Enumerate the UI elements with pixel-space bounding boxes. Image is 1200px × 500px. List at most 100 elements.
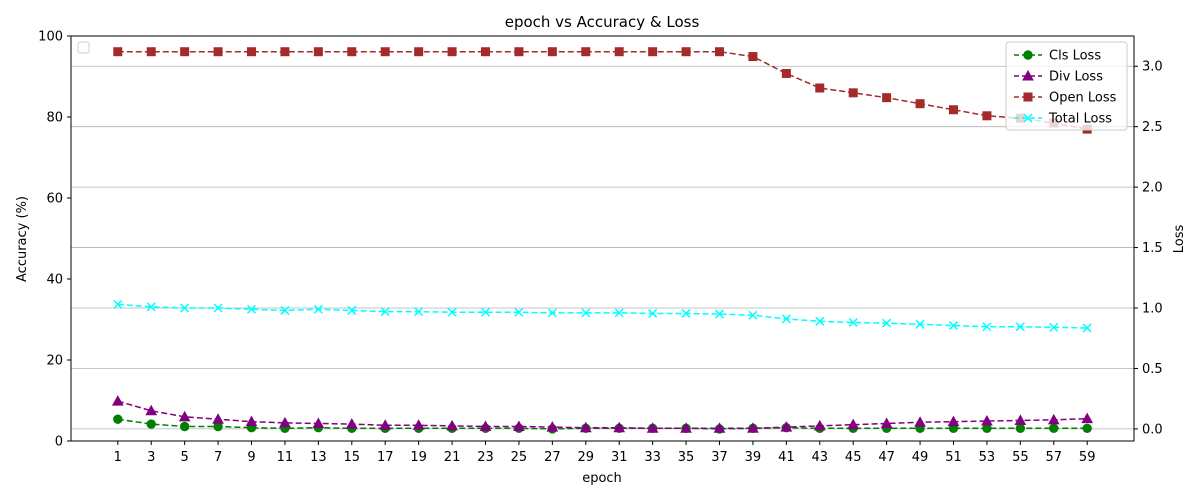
left-y-tick-label: 80 xyxy=(46,111,63,126)
legend-box xyxy=(1005,41,1128,131)
right-y-tick-label: 0.0 xyxy=(1142,422,1163,437)
data-point-total-loss xyxy=(380,307,390,317)
data-point-total-loss xyxy=(313,304,323,314)
data-point-total-loss xyxy=(547,308,557,318)
data-point-open-loss xyxy=(313,47,323,57)
data-point-open-loss xyxy=(882,93,892,103)
right-y-tick-label: 1.5 xyxy=(1142,241,1163,256)
data-point-div-loss xyxy=(880,417,893,428)
data-point-open-loss xyxy=(514,47,524,57)
legend-marker xyxy=(1023,92,1033,102)
data-point-open-loss xyxy=(247,47,257,57)
data-point-cls-loss xyxy=(1082,423,1092,434)
data-point-total-loss xyxy=(113,299,123,309)
data-point-div-loss xyxy=(379,419,392,430)
data-point-open-loss xyxy=(180,47,190,57)
data-point-open-loss xyxy=(581,47,591,57)
x-tick-label: 17 xyxy=(377,450,394,465)
x-tick-label: 39 xyxy=(745,450,762,465)
data-point-total-loss xyxy=(213,303,223,313)
legend-label: Div Loss xyxy=(1049,70,1103,85)
data-point-open-loss xyxy=(280,47,290,57)
data-point-div-loss xyxy=(479,420,492,431)
data-point-div-loss xyxy=(546,421,559,432)
data-point-div-loss xyxy=(178,410,191,422)
x-tick-label: 59 xyxy=(1079,450,1096,465)
data-point-div-loss xyxy=(847,418,860,430)
data-point-open-loss xyxy=(681,47,691,57)
legend-marker xyxy=(1023,50,1033,60)
x-tick-label: 15 xyxy=(344,450,361,465)
data-point-div-loss xyxy=(212,413,224,424)
data-point-open-loss xyxy=(414,47,424,57)
data-point-open-loss xyxy=(714,47,724,57)
data-point-total-loss xyxy=(1015,322,1025,332)
left-y-tick-label: 100 xyxy=(38,30,63,45)
data-point-div-loss xyxy=(713,422,726,433)
right-y-tick-label: 2.5 xyxy=(1142,120,1163,135)
data-point-total-loss xyxy=(581,308,591,318)
series-layer xyxy=(111,47,1094,434)
data-point-open-loss xyxy=(781,68,791,78)
data-point-total-loss xyxy=(982,322,992,332)
data-point-total-loss xyxy=(180,303,190,313)
right-y-axis-title: Loss xyxy=(1172,225,1187,254)
data-point-cls-loss xyxy=(113,414,123,424)
legend-item-total-loss: Total Loss xyxy=(1014,112,1112,127)
data-point-div-loss xyxy=(813,419,826,431)
left-y-tick-label: 0 xyxy=(55,435,63,450)
data-point-total-loss xyxy=(915,319,925,329)
x-tick-label: 31 xyxy=(611,450,628,465)
data-point-open-loss xyxy=(146,47,156,57)
x-tick-label: 35 xyxy=(678,450,695,465)
x-tick-label: 45 xyxy=(845,450,862,465)
data-point-open-loss xyxy=(113,47,123,57)
data-point-div-loss xyxy=(579,421,592,433)
data-point-div-loss xyxy=(1081,412,1094,424)
data-point-open-loss xyxy=(380,47,390,57)
data-point-total-loss xyxy=(748,310,758,320)
x-tick-label: 13 xyxy=(310,450,327,465)
left-y-tick-label: 20 xyxy=(46,354,63,369)
x-tick-label: 5 xyxy=(181,450,189,465)
x-tick-label: 51 xyxy=(945,450,962,465)
x-tick-label: 9 xyxy=(247,450,255,465)
axes-layer: 1 3 5 7 9 11 13 15 17 19 21 23 25 27 29 31 33 35 37 39 41 43 4… xyxy=(38,30,1163,466)
series-line-open-loss xyxy=(117,50,1088,130)
data-point-div-loss xyxy=(145,404,158,416)
x-tick-label: 43 xyxy=(812,450,829,465)
legend-item-cls-loss: Cls Loss xyxy=(1014,49,1101,64)
data-point-cls-loss xyxy=(179,421,190,432)
data-point-div-loss xyxy=(947,415,960,427)
x-tick-label: 1 xyxy=(114,450,122,465)
data-point-div-loss xyxy=(412,419,425,430)
x-tick-label: 33 xyxy=(644,450,661,465)
data-point-div-loss xyxy=(446,419,458,431)
data-point-total-loss xyxy=(614,308,624,318)
grid-lines xyxy=(71,65,1134,430)
legend-marker xyxy=(1023,113,1033,123)
plot-frame xyxy=(70,35,1135,442)
empty-legend-box xyxy=(77,41,90,54)
x-tick-label: 11 xyxy=(277,450,294,465)
x-tick-label: 57 xyxy=(1046,450,1063,465)
data-point-div-loss xyxy=(613,421,626,433)
data-point-div-loss xyxy=(680,422,692,433)
series-line-cls-loss xyxy=(117,418,1088,430)
data-point-total-loss xyxy=(280,305,290,315)
chart-title: epoch vs Accuracy & Loss xyxy=(505,13,700,31)
data-point-div-loss xyxy=(279,416,291,428)
x-tick-label: 27 xyxy=(544,450,561,465)
data-point-div-loss xyxy=(1014,414,1027,425)
x-tick-label: 41 xyxy=(778,450,795,465)
data-point-total-loss xyxy=(781,314,791,324)
x-tick-label: 21 xyxy=(444,450,461,465)
series-open-loss xyxy=(113,47,1092,134)
data-point-open-loss xyxy=(614,47,624,57)
data-point-total-loss xyxy=(514,307,524,317)
right-y-tick-label: 2.0 xyxy=(1142,181,1163,196)
data-point-total-loss xyxy=(1049,322,1059,332)
data-point-total-loss xyxy=(681,308,691,318)
data-point-total-loss xyxy=(848,317,858,328)
